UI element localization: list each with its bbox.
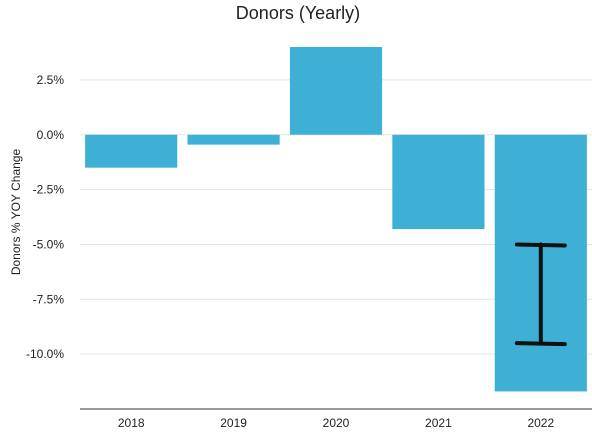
y-tick-label: 2.5% [37, 73, 65, 87]
x-tick-label: 2022 [527, 416, 554, 430]
error-bar [514, 242, 567, 347]
y-tick-label: 0.0% [37, 128, 65, 142]
x-tick-label: 2020 [323, 416, 350, 430]
x-tick-label: 2019 [220, 416, 247, 430]
chart-title: Donors (Yearly) [236, 3, 360, 23]
y-tick-label: -2.5% [33, 183, 65, 197]
bar-2019 [187, 134, 280, 145]
y-axis-label: Donors % YOY Change [9, 149, 23, 276]
y-tick-label: -5.0% [33, 237, 65, 251]
bar-2018 [85, 134, 178, 168]
y-tick-label: -7.5% [33, 292, 65, 306]
bar-2020 [289, 47, 383, 135]
x-tick-label: 2021 [425, 416, 452, 430]
error-bar-cap-bottom [514, 341, 567, 347]
bar-2021 [392, 134, 485, 230]
annotations [514, 242, 567, 347]
x-tick-label: 2018 [118, 416, 145, 430]
x-axis-ticks: 2018 2019 2020 2021 2022 [118, 416, 555, 430]
bars [85, 47, 587, 392]
y-axis-ticks: 2.5% 0.0% -2.5% -5.0% -7.5% -10.0% [26, 73, 64, 361]
y-tick-label: -10.0% [26, 347, 64, 361]
